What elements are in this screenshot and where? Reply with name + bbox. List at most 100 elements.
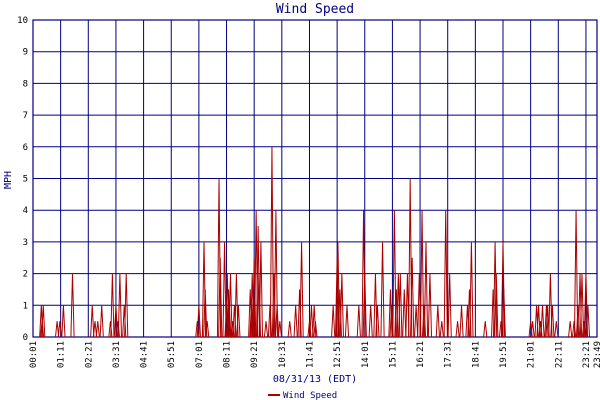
x-tick-labels: 00:01 01:11 02:21 03:31 04:41 05:51 07:01 08:11… [29,341,600,368]
x-tick-label: 08:11 [223,341,233,368]
wind-speed-point [287,321,292,338]
wind-speed-point [469,241,474,338]
wind-speed-point [419,210,425,338]
x-tick-label: 02:21 [84,341,94,368]
wind-speed-point [501,289,506,338]
wind-speed-point [421,305,427,338]
x-tick-label: 12:51 [333,341,343,368]
wind-speed-point [203,289,208,338]
wind-speed-point [581,321,587,338]
wind-speed-point [550,305,555,338]
series-layer [39,146,591,338]
x-tick-label: 16:21 [416,341,426,368]
x-tick-label: 19:51 [499,341,509,368]
x-tick-label: 04:41 [140,341,150,368]
wind-speed-point [398,273,403,338]
wind-speed-point [263,321,269,338]
x-tick-label: 03:31 [112,341,122,368]
wind-speed-point [41,305,46,338]
chart-grid [32,19,598,338]
wind-speed-point [57,321,62,338]
wind-speed-point [196,305,201,338]
wind-speed-point [443,210,448,338]
wind-speed-point [99,305,104,338]
wind-speed-point [309,305,314,338]
y-tick-label: 1 [23,301,28,311]
wind-speed-point [61,305,66,338]
y-tick-label: 7 [23,111,28,121]
wind-speed-point [392,210,397,338]
y-tick-label: 0 [23,333,28,343]
y-tick-label: 3 [23,238,28,248]
wind-speed-point [439,321,444,338]
wind-speed-point [483,321,488,338]
x-tick-label: 18:41 [471,341,481,368]
wind-speed-point [402,289,407,338]
wind-speed-point [274,305,280,338]
wind-speed-point [110,273,115,338]
wind-speed-point [579,273,585,338]
wind-speed-point [108,321,113,338]
wind-speed-point [267,305,273,338]
wind-speed-point [459,305,464,338]
wind-speed-point [236,305,241,338]
wind-speed-point [205,321,210,338]
y-axis-label: MPH [3,171,14,189]
y-tick-labels: 0 1 2 3 4 5 6 7 8 9 10 [17,16,28,343]
wind-speed-point [380,241,385,338]
y-tick-label: 2 [23,270,28,280]
y-tick-label: 10 [17,16,28,26]
wind-speed-point [493,241,498,338]
x-tick-label: 07:01 [195,341,205,368]
x-axis-label: 08/31/13 (EDT) [273,374,357,385]
x-tick-label: 10:31 [278,341,288,368]
wind-speed-point [530,321,535,338]
wind-speed-point [95,321,100,338]
legend: Wind Speed [268,391,337,400]
wind-speed-point [356,305,361,338]
wind-speed-point [571,321,577,338]
x-tick-label: 14:01 [361,341,371,368]
x-tick-label: 15:11 [388,341,398,368]
wind-speed-point [427,273,433,338]
wind-speed-point [494,273,499,338]
series-wind-speed [39,146,591,338]
wind-speed-point [195,321,200,338]
wind-speed-point [117,273,122,338]
x-tick-label: 05:51 [167,341,177,368]
y-tick-label: 5 [23,175,28,185]
y-tick-label: 9 [23,48,28,58]
wind-speed-point [375,305,380,338]
wind-speed-point [273,210,278,338]
wind-speed-point [388,289,393,338]
wind-speed-point [585,305,591,338]
wind-speed-point [228,273,233,338]
wind-speed-point [368,305,373,338]
wind-speed-point [455,321,460,338]
wind-speed-point [540,305,545,338]
x-tick-label: 09:21 [250,341,260,368]
wind-speed-point [222,241,227,338]
wind-speed-point [277,321,282,338]
x-tick-label: 01:11 [57,341,67,368]
x-tick-label: 17:31 [444,341,454,368]
wind-speed-point [410,257,415,338]
wind-speed-point [447,273,452,338]
wind-speed-point [423,241,429,338]
wind-speed-point [293,305,298,338]
wind-speed-point [573,210,579,338]
wind-speed-point [299,241,304,338]
wind-speed-point [313,321,318,338]
wind-speed-point [435,305,440,338]
x-tick-label: 11:41 [305,341,315,368]
wind-speed-point [362,273,367,338]
x-tick-label: 00:01 [29,341,39,368]
wind-speed-point [554,321,559,338]
chart-title: Wind Speed [276,2,354,17]
x-tick-label: 21:01 [527,341,537,368]
wind-speed-point [331,305,336,338]
wind-speed-point [269,146,275,338]
wind-speed-point [54,321,60,338]
wind-speed-point [414,305,419,338]
